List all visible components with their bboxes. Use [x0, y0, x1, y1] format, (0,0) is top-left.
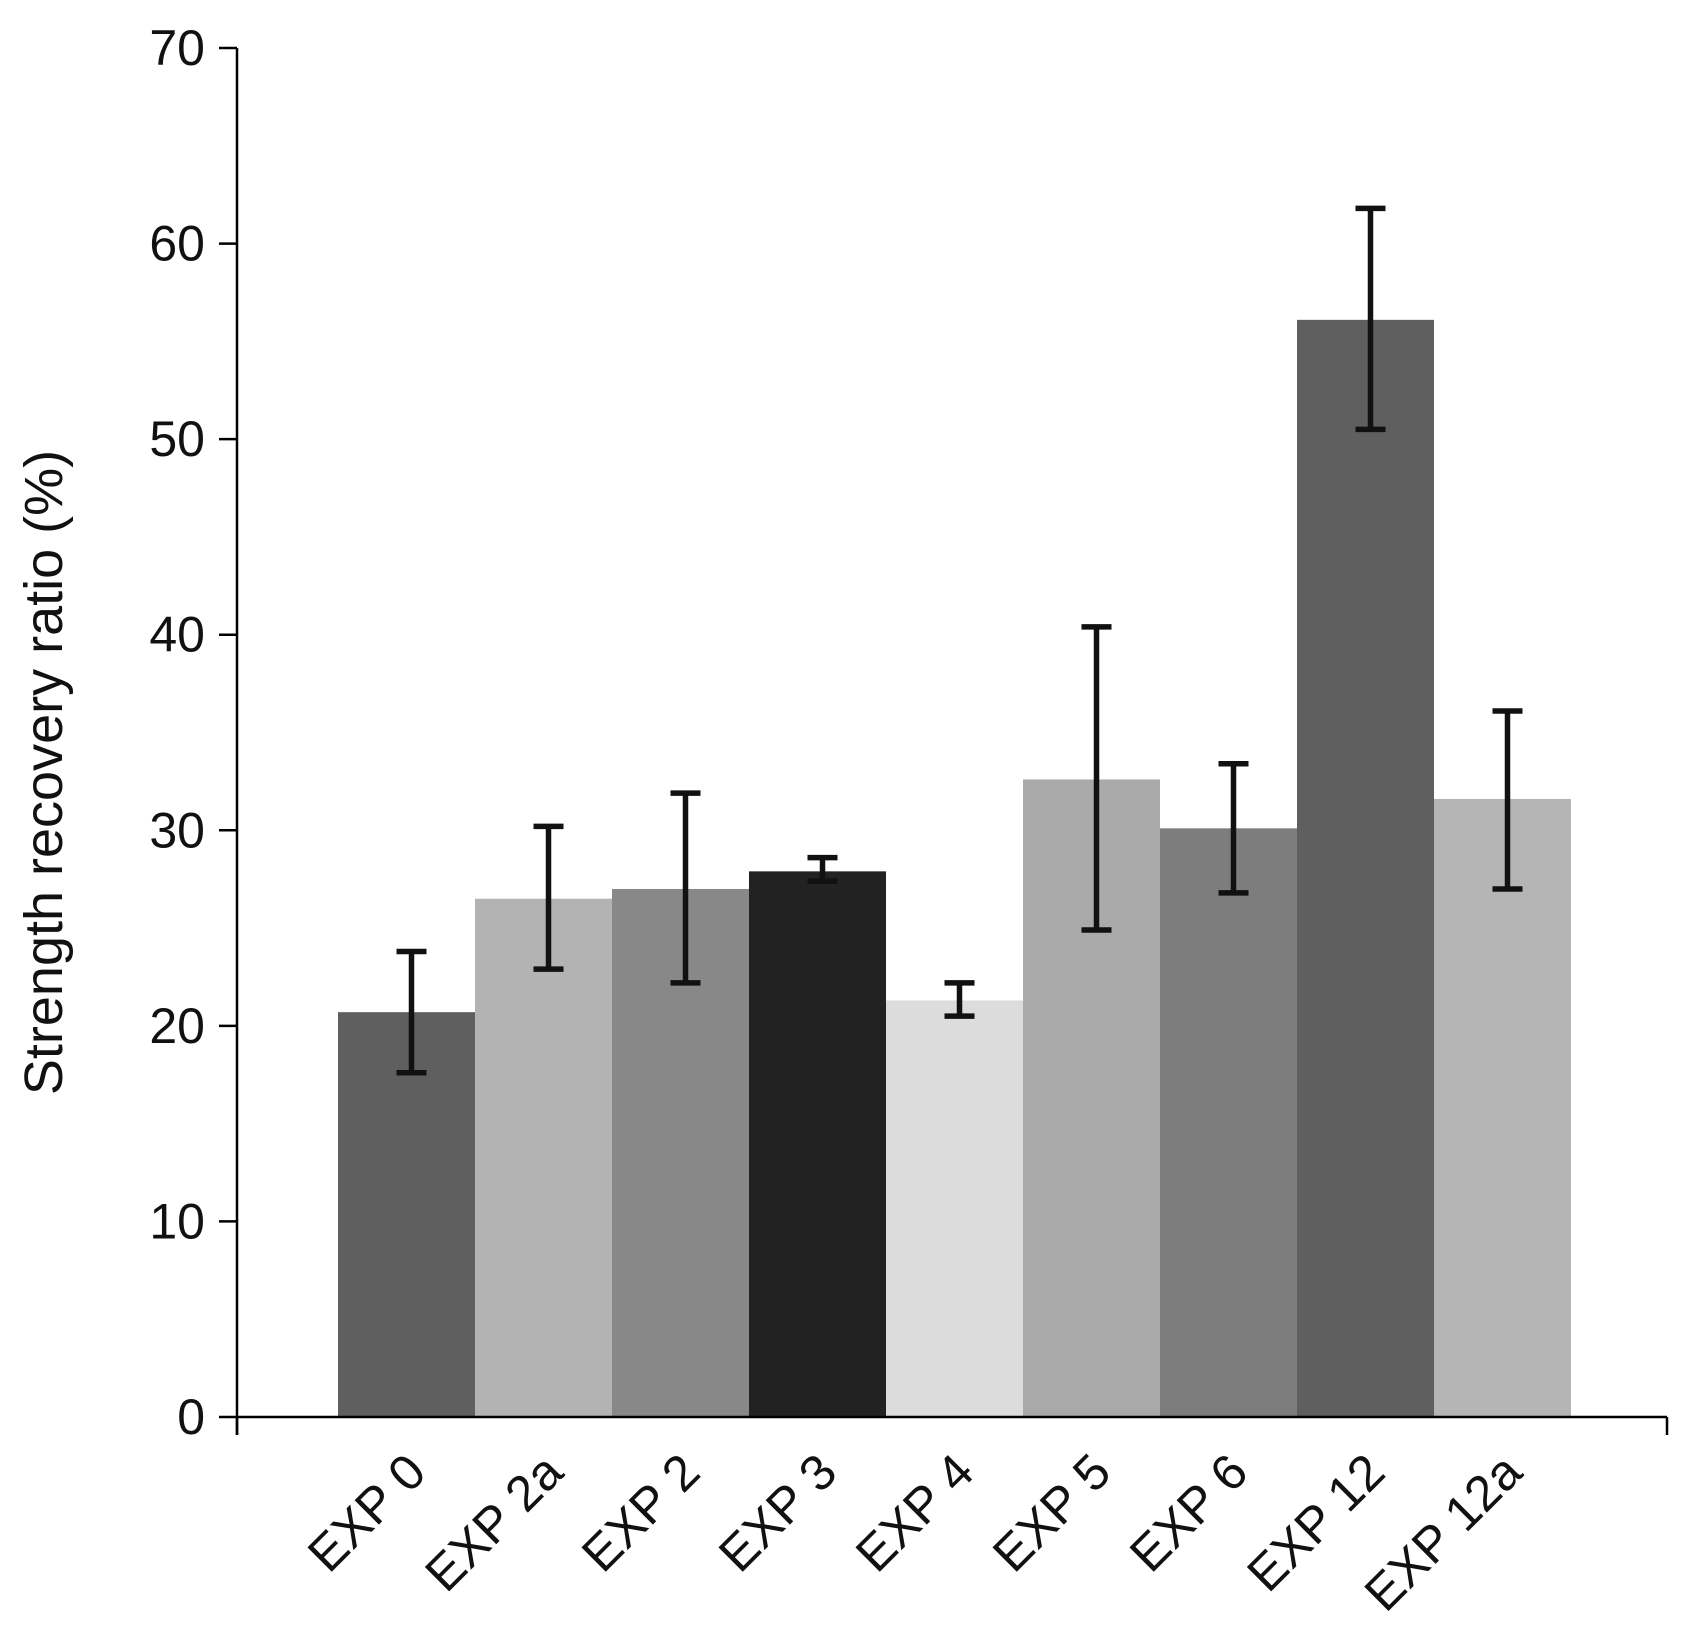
bar-exp-6 [1160, 828, 1297, 1417]
bar-exp-0 [338, 1012, 475, 1417]
axes-group [235, 48, 1667, 1435]
bar-exp-5 [1023, 779, 1160, 1417]
bar-exp-4 [886, 1000, 1023, 1417]
bar-exp-2a [475, 898, 612, 1417]
x-category-label: EXP 3 [708, 1443, 847, 1582]
bar-exp-12 [1297, 319, 1434, 1418]
x-category-label: EXP 4 [845, 1443, 984, 1582]
bar-exp-2 [612, 888, 749, 1417]
y-tick-label: 40 [149, 607, 205, 663]
y-tick-label: 30 [149, 802, 205, 858]
bars-group [338, 319, 1571, 1418]
x-category-label: EXP 2 [571, 1443, 710, 1582]
y-tick-label: 60 [149, 216, 205, 272]
y-ticks-group: 0 10 20 30 40 50 60 70 [149, 20, 237, 1445]
x-category-label: EXP 5 [982, 1443, 1121, 1582]
y-tick-label: 10 [149, 1193, 205, 1249]
y-tick-label: 0 [177, 1389, 205, 1445]
y-tick-label: 50 [149, 411, 205, 467]
bar-exp-12a [1434, 798, 1571, 1417]
y-tick-label: 20 [149, 998, 205, 1054]
bar-exp-3 [749, 871, 886, 1417]
error-bars-group [396, 205, 1523, 1076]
x-category-label: EXP 2a [414, 1443, 573, 1602]
y-tick-label: 70 [149, 20, 205, 76]
y-axis-title: Strength recovery ratio (%) [14, 450, 74, 1095]
